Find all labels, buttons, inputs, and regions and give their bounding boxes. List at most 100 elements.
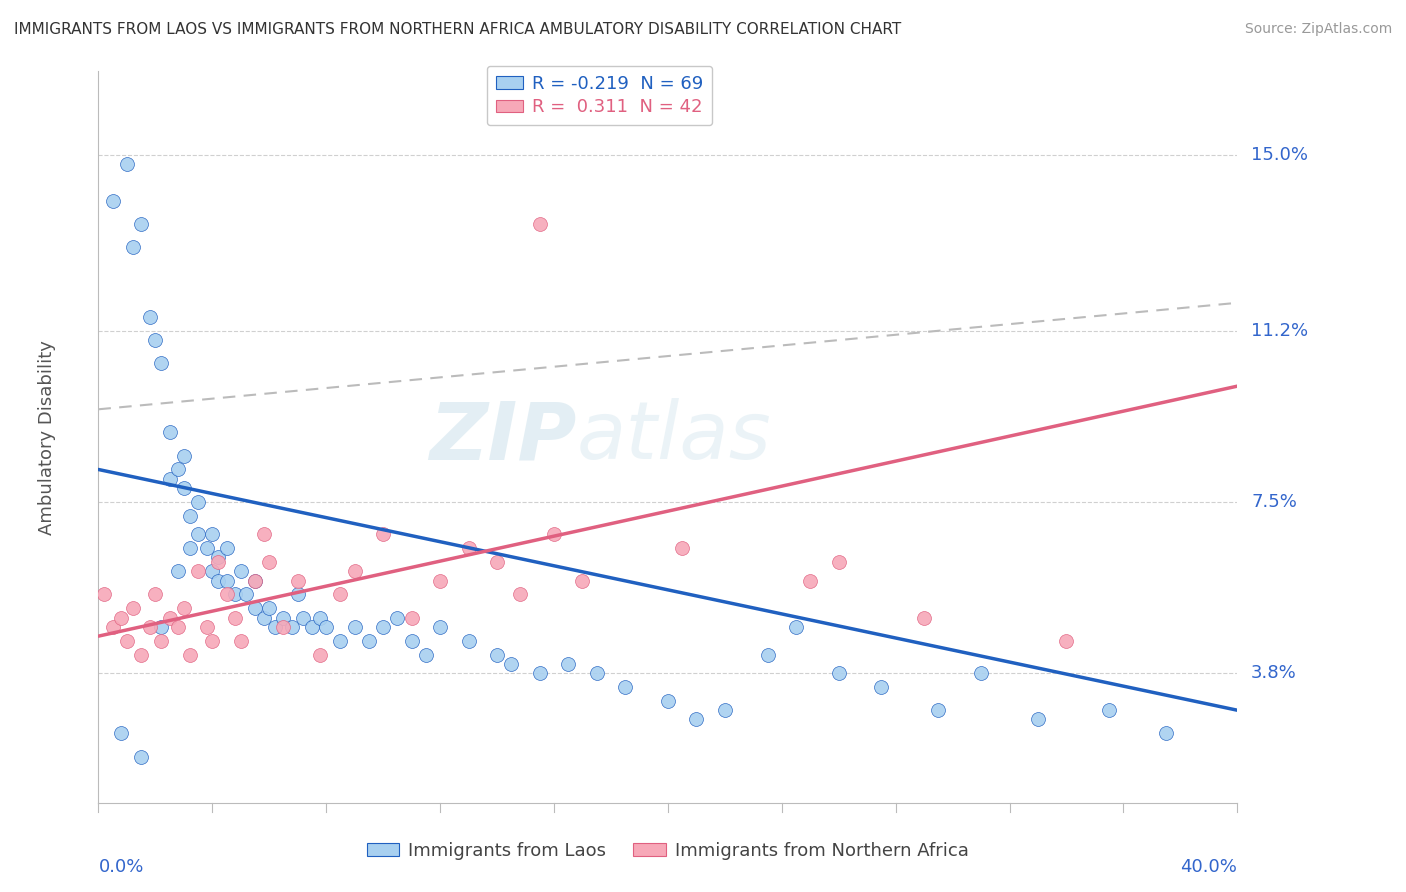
Point: [252, 527, 274, 541]
Point: [215, 541, 238, 556]
Point: [273, 610, 295, 624]
Point: [927, 703, 949, 717]
Point: [195, 541, 218, 556]
Point: [529, 217, 551, 231]
Point: [179, 508, 201, 523]
Point: [243, 601, 266, 615]
Point: [315, 620, 337, 634]
Point: [486, 648, 509, 662]
Text: 3.8%: 3.8%: [1251, 665, 1296, 682]
Point: [373, 620, 395, 634]
Point: [429, 620, 451, 634]
Point: [207, 550, 229, 565]
Point: [201, 565, 224, 579]
Point: [457, 541, 479, 556]
Point: [273, 620, 295, 634]
Point: [292, 610, 315, 624]
Text: 40.0%: 40.0%: [1181, 858, 1237, 876]
Point: [207, 555, 229, 569]
Point: [281, 620, 304, 634]
Point: [173, 481, 195, 495]
Point: [207, 574, 229, 588]
Point: [671, 541, 693, 556]
Point: [159, 425, 181, 440]
Point: [264, 620, 287, 634]
Point: [970, 666, 993, 681]
Point: [129, 749, 152, 764]
Point: [224, 610, 246, 624]
Point: [457, 633, 479, 648]
Point: [229, 565, 252, 579]
Point: [179, 648, 201, 662]
Point: [329, 633, 352, 648]
Point: [93, 587, 115, 601]
Point: [173, 449, 195, 463]
Point: [150, 356, 173, 370]
Text: 7.5%: 7.5%: [1251, 493, 1298, 511]
Point: [138, 310, 160, 324]
Text: atlas: atlas: [576, 398, 772, 476]
Text: Source: ZipAtlas.com: Source: ZipAtlas.com: [1244, 22, 1392, 37]
Point: [509, 587, 531, 601]
Text: 15.0%: 15.0%: [1251, 145, 1308, 164]
Point: [614, 680, 637, 694]
Point: [187, 527, 209, 541]
Point: [110, 610, 132, 624]
Point: [173, 601, 195, 615]
Text: ZIP: ZIP: [429, 398, 576, 476]
Point: [150, 633, 173, 648]
Point: [145, 587, 167, 601]
Point: [1056, 633, 1078, 648]
Point: [115, 633, 138, 648]
Legend: Immigrants from Laos, Immigrants from Northern Africa: Immigrants from Laos, Immigrants from No…: [360, 835, 976, 867]
Point: [799, 574, 821, 588]
Text: 11.2%: 11.2%: [1251, 322, 1309, 340]
Point: [429, 574, 451, 588]
Point: [129, 217, 152, 231]
Point: [756, 648, 779, 662]
Point: [287, 574, 309, 588]
Point: [329, 587, 352, 601]
Point: [785, 620, 807, 634]
Point: [129, 648, 152, 662]
Point: [159, 610, 181, 624]
Point: [235, 587, 257, 601]
Point: [309, 610, 332, 624]
Point: [121, 601, 143, 615]
Point: [101, 620, 124, 634]
Point: [828, 666, 851, 681]
Point: [224, 587, 246, 601]
Point: [912, 610, 935, 624]
Point: [301, 620, 323, 634]
Point: [201, 527, 224, 541]
Point: [543, 527, 565, 541]
Point: [229, 633, 252, 648]
Point: [167, 565, 190, 579]
Point: [243, 574, 266, 588]
Text: 0.0%: 0.0%: [98, 858, 143, 876]
Point: [167, 462, 190, 476]
Point: [187, 565, 209, 579]
Point: [138, 620, 160, 634]
Point: [309, 648, 332, 662]
Point: [343, 565, 366, 579]
Text: Ambulatory Disability: Ambulatory Disability: [38, 340, 56, 534]
Point: [557, 657, 579, 671]
Point: [387, 610, 409, 624]
Point: [179, 541, 201, 556]
Text: IMMIGRANTS FROM LAOS VS IMMIGRANTS FROM NORTHERN AFRICA AMBULATORY DISABILITY CO: IMMIGRANTS FROM LAOS VS IMMIGRANTS FROM …: [14, 22, 901, 37]
Point: [115, 157, 138, 171]
Point: [401, 633, 423, 648]
Point: [571, 574, 593, 588]
Point: [215, 587, 238, 601]
Point: [343, 620, 366, 634]
Point: [145, 333, 167, 347]
Point: [870, 680, 893, 694]
Point: [357, 633, 380, 648]
Point: [486, 555, 509, 569]
Point: [110, 726, 132, 740]
Point: [215, 574, 238, 588]
Point: [415, 648, 437, 662]
Point: [287, 587, 309, 601]
Point: [501, 657, 523, 671]
